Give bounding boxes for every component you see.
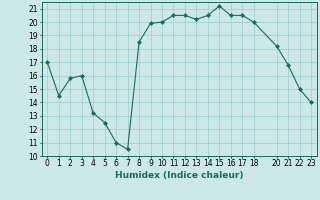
X-axis label: Humidex (Indice chaleur): Humidex (Indice chaleur) (115, 171, 244, 180)
